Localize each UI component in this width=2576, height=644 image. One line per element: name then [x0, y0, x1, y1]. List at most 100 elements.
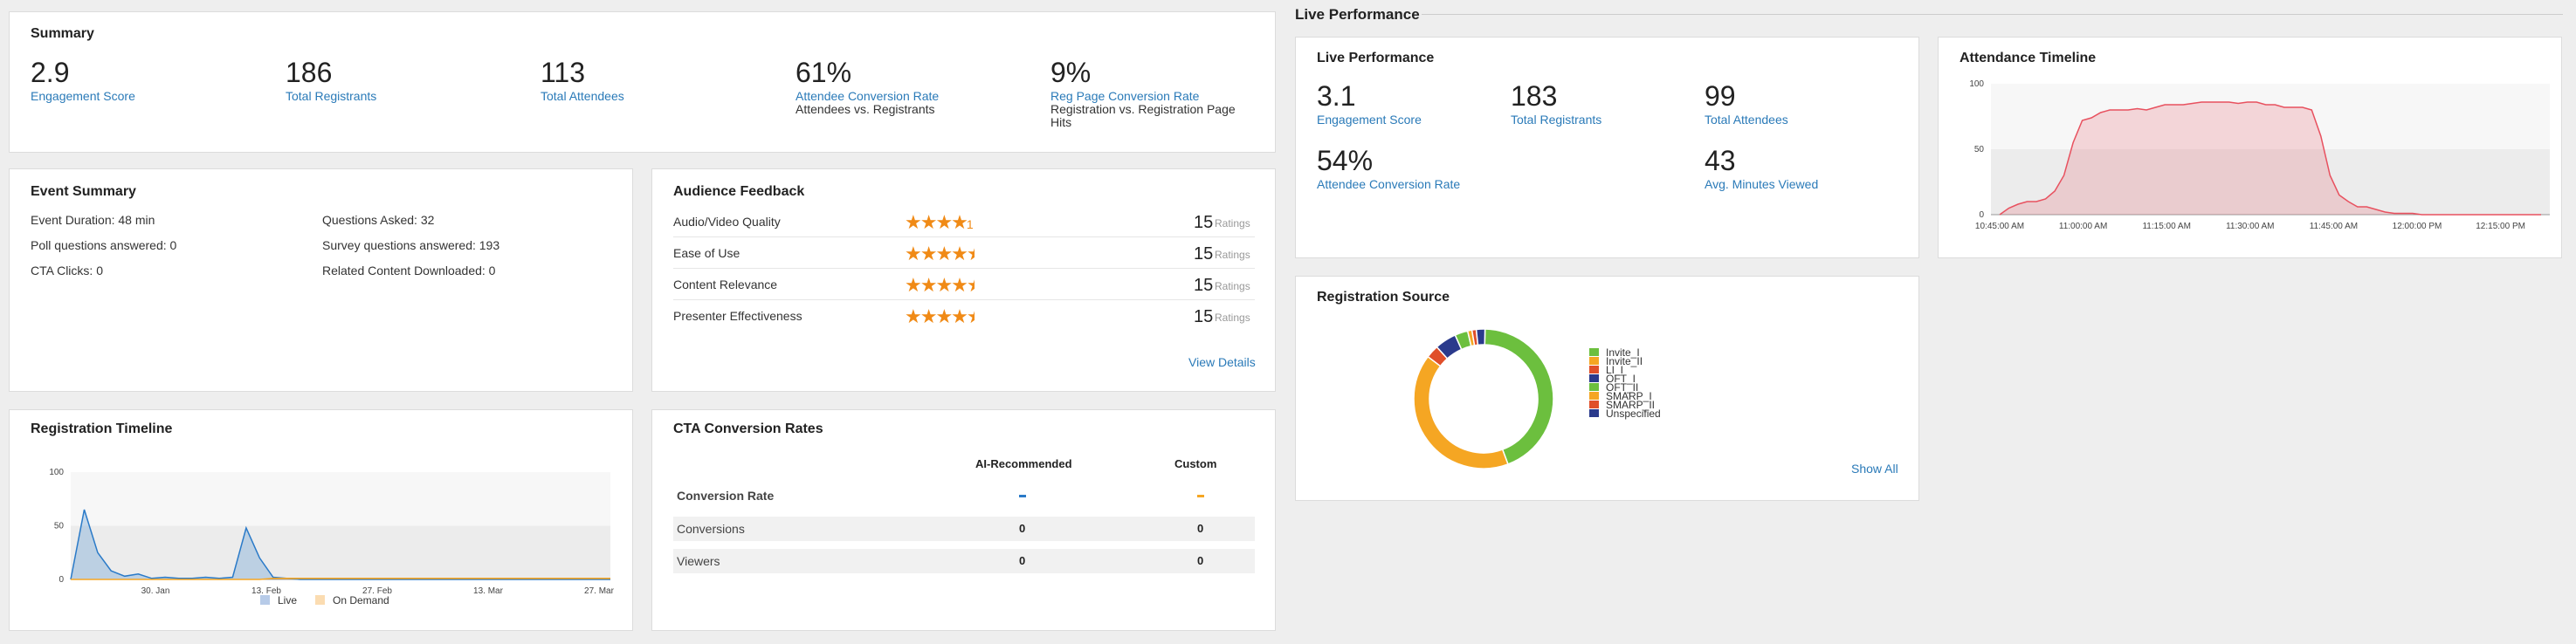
live-metric-avg-minutes: 43 Avg. Minutes Viewed: [1705, 146, 1818, 191]
live-metric-engagement: 3.1 Engagement Score: [1317, 81, 1422, 127]
live-metric-registrants: 183 Total Registrants: [1511, 81, 1601, 127]
row-label: Conversions: [677, 522, 745, 536]
legend-label: LI_I: [1606, 364, 1624, 376]
registration-source-title: Registration Source: [1317, 290, 1450, 305]
metric-value: 3.1: [1317, 80, 1356, 112]
legend-item[interactable]: Invite_II: [1589, 355, 1661, 367]
metric-label[interactable]: Avg. Minutes Viewed: [1705, 177, 1819, 191]
x-tick-label: 10:45:00 AM: [1975, 222, 2024, 231]
metric-label[interactable]: Engagement Score: [31, 89, 135, 103]
legend-item[interactable]: LI_I: [1589, 364, 1661, 376]
metric-label[interactable]: Total Attendees: [1705, 113, 1788, 127]
survey-questions-answered: Survey questions answered: 193: [322, 238, 500, 252]
custom-conversion-dash: [1197, 495, 1204, 497]
metric-label[interactable]: Engagement Score: [1317, 113, 1422, 127]
feedback-row-content-relevance: Content Relevance ★★★★★ 15 Ratings: [673, 269, 1255, 300]
view-details-link[interactable]: View Details: [1188, 355, 1256, 369]
summary-card: Summary 2.9 Engagement Score 186 Total R…: [9, 11, 1276, 153]
ai-viewers-value: 0: [1019, 554, 1026, 567]
metric-label[interactable]: Total Attendees: [541, 89, 624, 103]
live-metric-attendee-conversion: 54% Attendee Conversion Rate: [1317, 146, 1460, 191]
custom-conversions-value: 0: [1197, 522, 1204, 535]
summary-metric-registrants: 186 Total Registrants: [286, 58, 376, 103]
attendance-timeline-card: Attendance Timeline 0 50 100 10:45:00 AM 11:…: [1938, 37, 2562, 258]
legend-label: SMARP_II: [1606, 399, 1656, 411]
metric-label[interactable]: Total Registrants: [286, 89, 377, 103]
legend-live[interactable]: Live: [260, 594, 297, 606]
summary-metric-engagement: 2.9 Engagement Score: [31, 58, 135, 103]
custom-viewers-value: 0: [1197, 554, 1204, 567]
event-duration: Event Duration: 48 min: [31, 213, 155, 227]
summary-metric-attendee-conversion: 61% Attendee Conversion Rate Attendees v…: [796, 58, 939, 116]
star-rating-icon: ★★★★★: [905, 305, 975, 327]
ai-conversion-dash: [1019, 495, 1026, 497]
x-tick-label: 12:00:00 PM: [2393, 222, 2442, 231]
metric-value: 61%: [796, 57, 852, 88]
legend-swatch: [1589, 409, 1599, 417]
registration-timeline-chart: 0 50 100 30. Jan 13. Feb 27. Feb 13. Mar 27. Ma…: [49, 468, 614, 596]
live-performance-section-heading: Live Performance: [1295, 6, 1420, 23]
feedback-name: Audio/Video Quality: [673, 215, 781, 229]
registration-source-donut: [1413, 328, 1554, 469]
legend-label: Invite_II: [1606, 355, 1643, 367]
star-rating-icon: ★★★★★: [905, 274, 975, 296]
metric-value: 99: [1705, 80, 1736, 112]
registration-timeline-card: Registration Timeline 0 50 100 30. Jan 13. F…: [9, 409, 633, 631]
legend-item[interactable]: Invite_I: [1589, 346, 1661, 359]
cta-header-row: AI-Recommended Custom: [673, 452, 1255, 476]
event-summary-title: Event Summary: [31, 184, 136, 199]
metric-value: 54%: [1317, 145, 1374, 176]
legend-item[interactable]: SMARP_II: [1589, 399, 1661, 411]
metric-value: 9%: [1050, 57, 1092, 88]
related-content-downloaded: Related Content Downloaded: 0: [322, 264, 496, 277]
legend-label: OFT_II: [1606, 381, 1639, 394]
legend-item[interactable]: OFT_II: [1589, 381, 1661, 394]
metric-label[interactable]: Reg Page Conversion Rate: [1050, 89, 1200, 103]
legend-swatch: [1589, 357, 1599, 365]
metric-label[interactable]: Attendee Conversion Rate: [796, 89, 940, 103]
y-tick-label: 50: [1974, 145, 1985, 154]
summary-metric-attendees: 113 Total Attendees: [541, 58, 624, 103]
registration-timeline-title: Registration Timeline: [31, 421, 173, 436]
legend-item[interactable]: OFT_I: [1589, 373, 1661, 385]
live-performance-card: Live Performance 3.1 Engagement Score 18…: [1295, 37, 1919, 258]
legend-label: Invite_I: [1606, 346, 1640, 359]
series-line: [1999, 101, 2541, 216]
feedback-name: Ease of Use: [673, 246, 740, 260]
feedback-row-presenter-effectiveness: Presenter Effectiveness ★★★★★ 15 Ratings: [673, 300, 1255, 332]
section-divider: [1422, 14, 2563, 15]
legend-on-demand[interactable]: On Demand: [315, 594, 389, 606]
ratings-label: Ratings: [1215, 312, 1250, 324]
metric-value: 2.9: [31, 57, 70, 88]
cta-clicks: CTA Clicks: 0: [31, 264, 103, 277]
ratings-label: Ratings: [1215, 280, 1250, 292]
metric-label[interactable]: Attendee Conversion Rate: [1317, 177, 1461, 191]
feedback-row-audio-video: Audio/Video Quality ★★★★1 15 Ratings: [673, 206, 1255, 237]
x-tick-label: 11:30:00 AM: [2226, 222, 2274, 231]
plot-band: [1991, 149, 2550, 215]
y-tick-label: 50: [54, 522, 65, 531]
summary-metric-reg-page-conversion: 9% Reg Page Conversion Rate Registration…: [1050, 58, 1251, 129]
cta-row-conversions: Conversions 0 0: [673, 517, 1255, 541]
donut-slice: [1484, 328, 1554, 465]
legend-label: OFT_I: [1606, 373, 1636, 385]
x-tick-label: 12:15:00 PM: [2476, 222, 2525, 231]
metric-label[interactable]: Total Registrants: [1511, 113, 1602, 127]
row-label: Conversion Rate: [677, 489, 775, 503]
x-tick-label: 30. Jan: [141, 586, 170, 596]
audience-feedback-title: Audience Feedback: [673, 184, 805, 199]
cta-row-viewers: Viewers 0 0: [673, 549, 1255, 573]
legend-item[interactable]: SMARP_I: [1589, 391, 1661, 401]
legend-item[interactable]: Unspecified: [1589, 408, 1661, 420]
legend-swatch: [1589, 374, 1599, 382]
x-tick-label: 11:00:00 AM: [2059, 222, 2107, 231]
ratings-label: Ratings: [1215, 217, 1250, 230]
ratings-count: 15: [1194, 213, 1214, 232]
ratings-count: 15: [1194, 276, 1214, 295]
x-tick-label: 13. Mar: [473, 586, 504, 596]
x-tick-label: 13. Feb: [251, 586, 281, 596]
legend-label: Unspecified: [1606, 408, 1661, 420]
row-label: Viewers: [677, 554, 720, 568]
show-all-link[interactable]: Show All: [1851, 462, 1898, 476]
legend-swatch: [315, 595, 325, 605]
